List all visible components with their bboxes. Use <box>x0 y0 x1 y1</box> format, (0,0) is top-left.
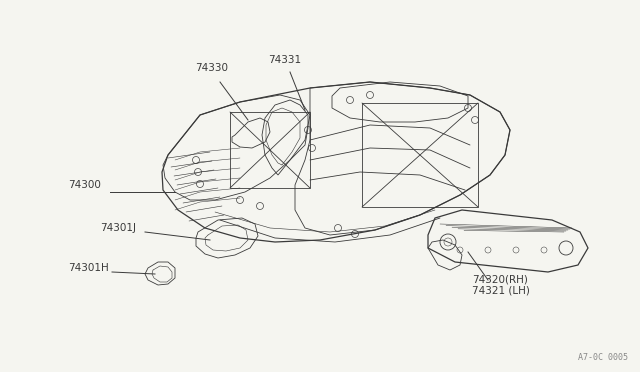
Text: 74301J: 74301J <box>100 223 136 233</box>
Text: 74300: 74300 <box>68 180 101 190</box>
Text: 74331: 74331 <box>268 55 301 65</box>
Text: 74330: 74330 <box>195 63 228 73</box>
Text: 74301H: 74301H <box>68 263 109 273</box>
Text: A7-0C 0005: A7-0C 0005 <box>578 353 628 362</box>
Text: 74320(RH)
74321 (LH): 74320(RH) 74321 (LH) <box>472 274 530 296</box>
